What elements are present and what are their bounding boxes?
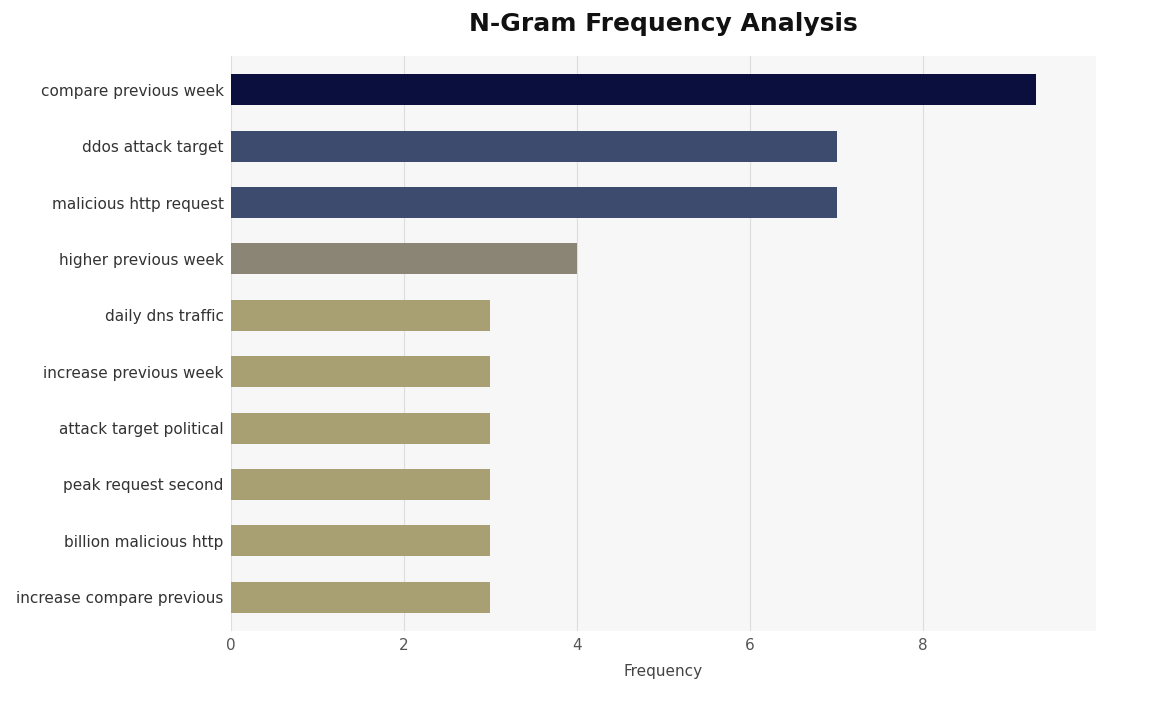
Title: N-Gram Frequency Analysis: N-Gram Frequency Analysis xyxy=(470,12,857,36)
X-axis label: Frequency: Frequency xyxy=(624,664,703,679)
Bar xyxy=(231,187,837,218)
Bar xyxy=(231,469,490,500)
Bar xyxy=(231,412,490,444)
Bar xyxy=(231,582,490,613)
Bar xyxy=(231,74,1036,105)
Bar xyxy=(231,300,490,331)
Bar xyxy=(231,243,577,275)
Bar xyxy=(231,525,490,556)
Bar xyxy=(231,131,837,162)
Bar xyxy=(231,356,490,387)
